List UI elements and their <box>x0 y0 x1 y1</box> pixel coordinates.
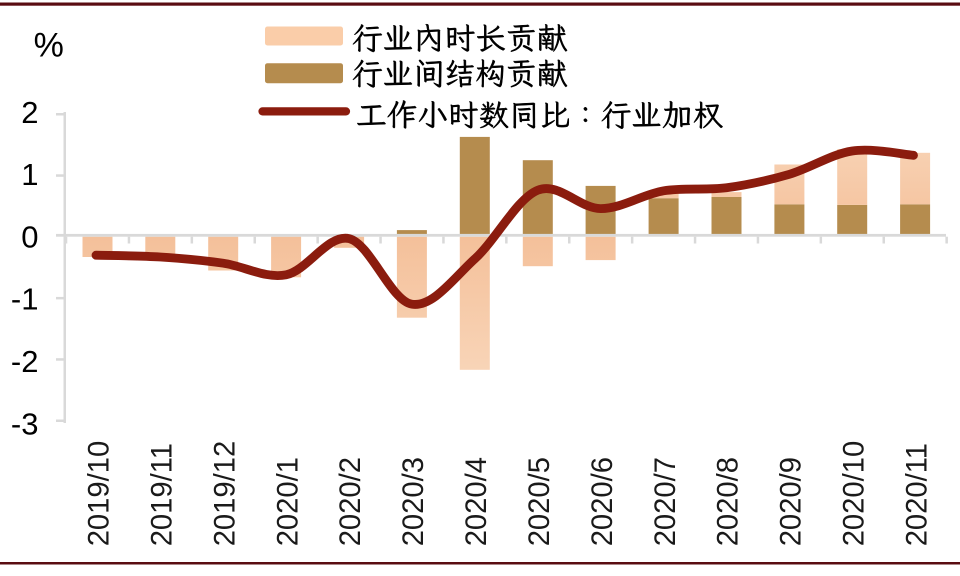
svg-text:2020/9: 2020/9 <box>776 457 808 546</box>
svg-text:2: 2 <box>21 95 38 130</box>
svg-text:2019/11: 2019/11 <box>147 443 179 546</box>
svg-text:2019/12: 2019/12 <box>209 441 241 547</box>
svg-text:2020/5: 2020/5 <box>524 457 556 546</box>
svg-text:2020/3: 2020/3 <box>398 457 430 546</box>
svg-text:%: % <box>34 27 64 65</box>
svg-text:2020/7: 2020/7 <box>650 457 682 546</box>
svg-text:2020/2: 2020/2 <box>335 457 367 546</box>
svg-text:2020/10: 2020/10 <box>839 441 871 547</box>
svg-text:2020/11: 2020/11 <box>901 443 933 546</box>
svg-text:2020/4: 2020/4 <box>461 457 493 546</box>
svg-text:2020/6: 2020/6 <box>587 457 619 546</box>
svg-text:2020/8: 2020/8 <box>713 457 745 546</box>
svg-text:2020/1: 2020/1 <box>272 457 304 546</box>
svg-text:2019/10: 2019/10 <box>84 441 116 547</box>
svg-text:-2: -2 <box>11 344 39 379</box>
svg-text:-1: -1 <box>11 282 39 317</box>
svg-text:0: 0 <box>21 219 38 254</box>
svg-text:1: 1 <box>21 157 38 192</box>
svg-text:-3: -3 <box>11 406 39 441</box>
